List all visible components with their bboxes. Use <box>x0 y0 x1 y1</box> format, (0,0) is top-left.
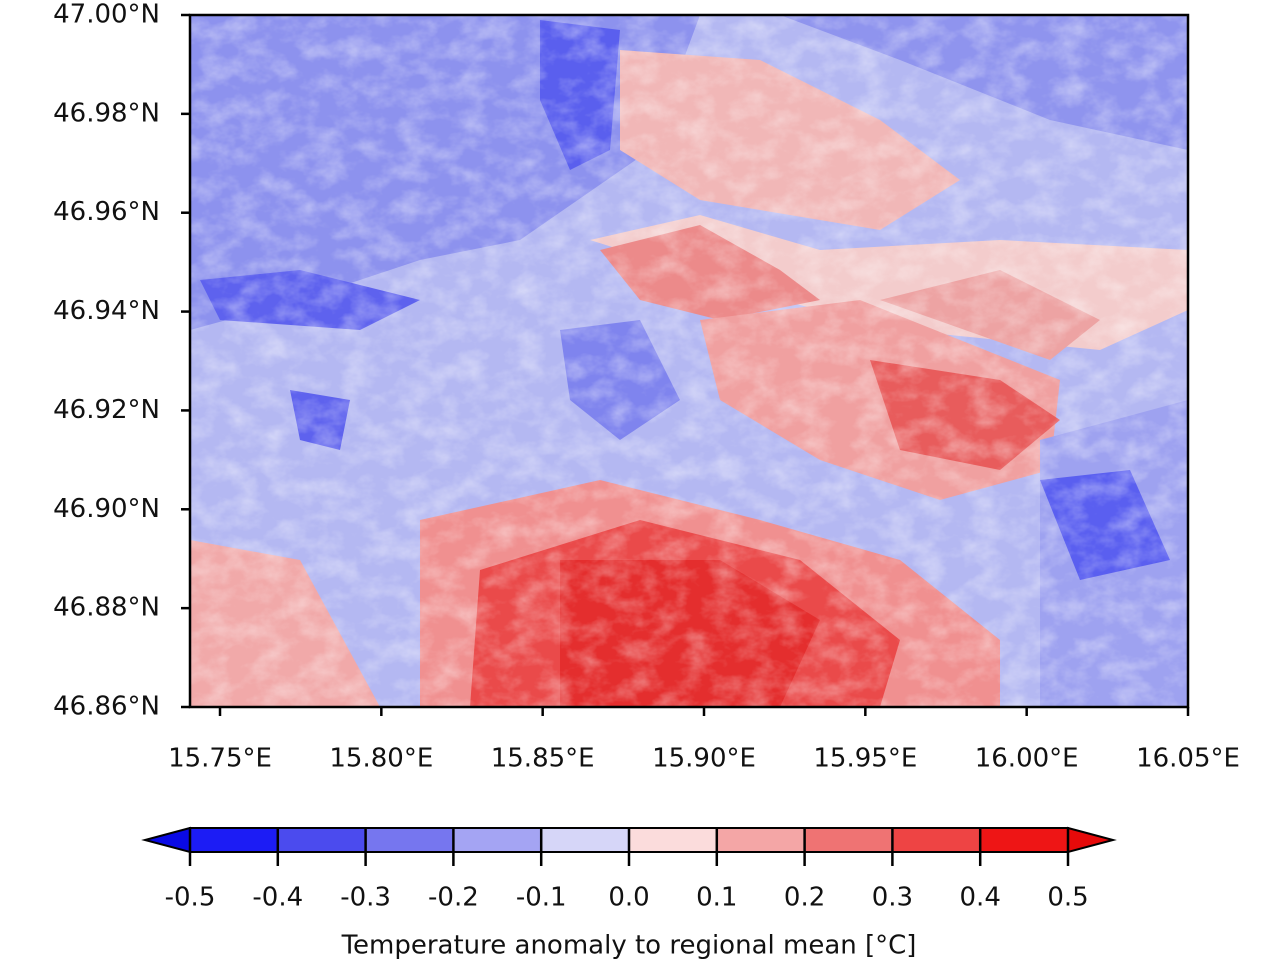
colorbar-segment <box>453 828 542 852</box>
colorbar-label: Temperature anomaly to regional mean [°C… <box>341 931 917 961</box>
colorbar-tick-label: 0.5 <box>1047 883 1088 913</box>
colorbar-over <box>1067 826 1117 854</box>
colorbar-segment <box>804 828 893 852</box>
y-tick-label: 46.94°N <box>53 296 160 326</box>
colorbar-segment <box>716 828 805 852</box>
x-tick-label: 15.75°E <box>168 744 272 774</box>
y-tick-label: 46.86°N <box>53 692 160 722</box>
colorbar-tick-label: 0.1 <box>696 883 737 913</box>
x-tick-label: 16.05°E <box>1136 744 1240 774</box>
colorbar-under <box>141 826 191 854</box>
x-tick-label: 15.95°E <box>813 744 917 774</box>
colorbar-tick-label: 0.2 <box>784 883 825 913</box>
colorbar-tick-label: -0.5 <box>165 883 216 913</box>
colorbar-segment <box>365 828 454 852</box>
map-frame <box>188 13 1190 709</box>
x-tick-label: 15.80°E <box>329 744 433 774</box>
colorbar-tick-label: -0.3 <box>340 883 391 913</box>
colorbar-tick-label: -0.2 <box>428 883 479 913</box>
colorbar-segment <box>190 828 278 852</box>
x-tick-label: 15.90°E <box>652 744 756 774</box>
colorbar-tick-label: 0.0 <box>608 883 649 913</box>
colorbar-segment <box>980 828 1068 852</box>
colorbar-tick-label: 0.4 <box>960 883 1001 913</box>
y-tick-label: 46.90°N <box>53 494 160 524</box>
colorbar-segment <box>629 828 717 852</box>
colorbar-tick-label: -0.4 <box>252 883 303 913</box>
y-tick-label: 47.00°N <box>53 0 160 30</box>
colorbar-tick-label: 0.3 <box>872 883 913 913</box>
y-tick-label: 46.96°N <box>53 197 160 227</box>
colorbar-segment <box>892 828 981 852</box>
x-tick-label: 15.85°E <box>491 744 595 774</box>
y-tick-label: 46.88°N <box>53 593 160 623</box>
x-tick-label: 16.00°E <box>975 744 1079 774</box>
colorbar-tick-label: -0.1 <box>516 883 567 913</box>
y-tick-label: 46.98°N <box>53 98 160 128</box>
colorbar-segment <box>277 828 366 852</box>
colorbar-segment <box>541 828 629 852</box>
terrain-field <box>190 15 1188 707</box>
y-tick-label: 46.92°N <box>53 395 160 425</box>
